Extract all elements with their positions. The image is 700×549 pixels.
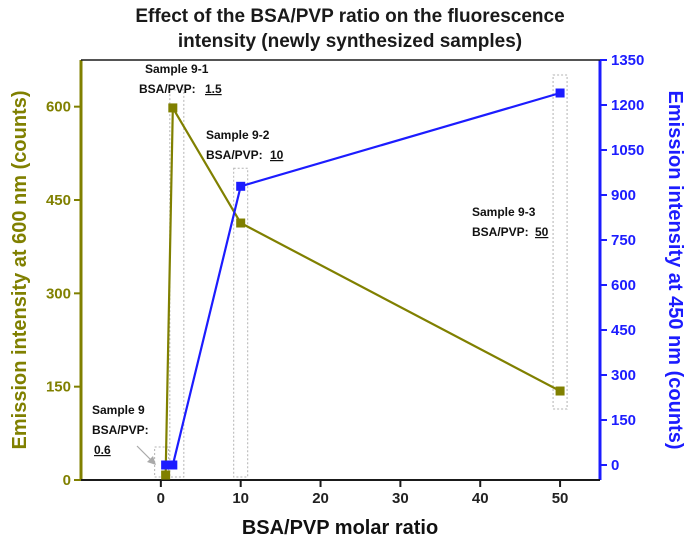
x-tick-label: 30 [392,490,409,507]
x-tick-label: 10 [232,490,249,507]
annotation-sample-9-3: Sample 9-3 BSA/PVP: 50 [472,205,549,239]
point-emission-450-nm-2 [236,181,246,191]
annotation-sample-9-1-ratio-value: 1.5 [205,82,222,96]
right-tick-label: 1050 [611,142,644,159]
annotation-sample-9-1: Sample 9-1 BSA/PVP: 1.5 [139,62,222,96]
chart-title-line-2: intensity (newly synthesized samples) [178,31,522,52]
series-line-emission-600-nm [164,104,561,476]
annotation-sample-9-2-label: Sample 9-2 [206,128,270,142]
point-emission-450-nm-0 [161,460,171,470]
annotation-sample-9-3-label: Sample 9-3 [472,205,536,219]
right-tick-label: 0 [611,457,619,474]
right-axis-label: Emission intensity at 450 nm (counts) [664,91,686,450]
right-axis-ticks: 0 150 300 450 600 750 900 1050 1200 1350 [600,52,644,474]
annotation-pointer-arrow [136,445,156,465]
x-tick-label: 40 [472,490,489,507]
x-axis-label: BSA/PVP molar ratio [242,517,438,539]
right-tick-label: 300 [611,367,636,384]
point-emission-600-nm-2 [236,218,246,228]
chart-title-line-1: Effect of the BSA/PVP ratio on the fluor… [135,6,564,27]
annotation-sample-9-2-ratio-value: 10 [270,148,284,162]
annotation-sample-9-1-ratio-label: BSA/PVP: [139,82,196,96]
annotation-sample-9-ratio-label: BSA/PVP: [92,423,149,437]
annotation-sample-9-label: Sample 9 [92,403,145,417]
point-emission-600-nm-0 [161,470,171,480]
left-tick-label: 600 [46,99,71,116]
annotation-sample-9-1-label: Sample 9-1 [145,62,209,76]
right-tick-label: 1350 [611,52,644,69]
right-tick-label: 600 [611,277,636,294]
right-tick-label: 1200 [611,97,644,114]
right-tick-label: 450 [611,322,636,339]
right-tick-label: 750 [611,232,636,249]
annotation-sample-9-ratio-value: 0.6 [94,443,111,457]
point-emission-600-nm-1 [168,103,178,113]
annotation-sample-9: Sample 9 BSA/PVP: 0.6 [92,403,149,457]
x-axis-ticks: 0 10 20 30 40 50 [157,480,569,507]
left-tick-label: 450 [46,192,71,209]
left-tick-label: 0 [63,472,71,489]
annotation-box-sample-9-2 [233,167,249,478]
annotation-box-sample-9-3 [552,74,568,410]
point-emission-600-nm-3 [555,386,565,396]
left-axis-ticks: 0 150 300 450 600 [46,99,81,489]
series-layer [161,88,565,480]
right-tick-label: 900 [611,187,636,204]
annotation-sample-9-2: Sample 9-2 BSA/PVP: 10 [206,128,284,162]
left-tick-label: 150 [46,379,71,396]
point-emission-450-nm-3 [555,88,565,98]
annotation-sample-9-3-ratio-label: BSA/PVP: [472,225,529,239]
right-tick-label: 150 [611,412,636,429]
point-emission-450-nm-1 [168,460,178,470]
x-tick-label: 20 [312,490,329,507]
x-tick-label: 50 [552,490,569,507]
left-axis-label: Emission intensity at 600 nm (counts) [9,91,31,450]
x-tick-label: 0 [157,490,165,507]
annotation-sample-9-3-ratio-value: 50 [535,225,549,239]
left-tick-label: 300 [46,285,71,302]
annotation-sample-9-2-ratio-label: BSA/PVP: [206,148,263,162]
